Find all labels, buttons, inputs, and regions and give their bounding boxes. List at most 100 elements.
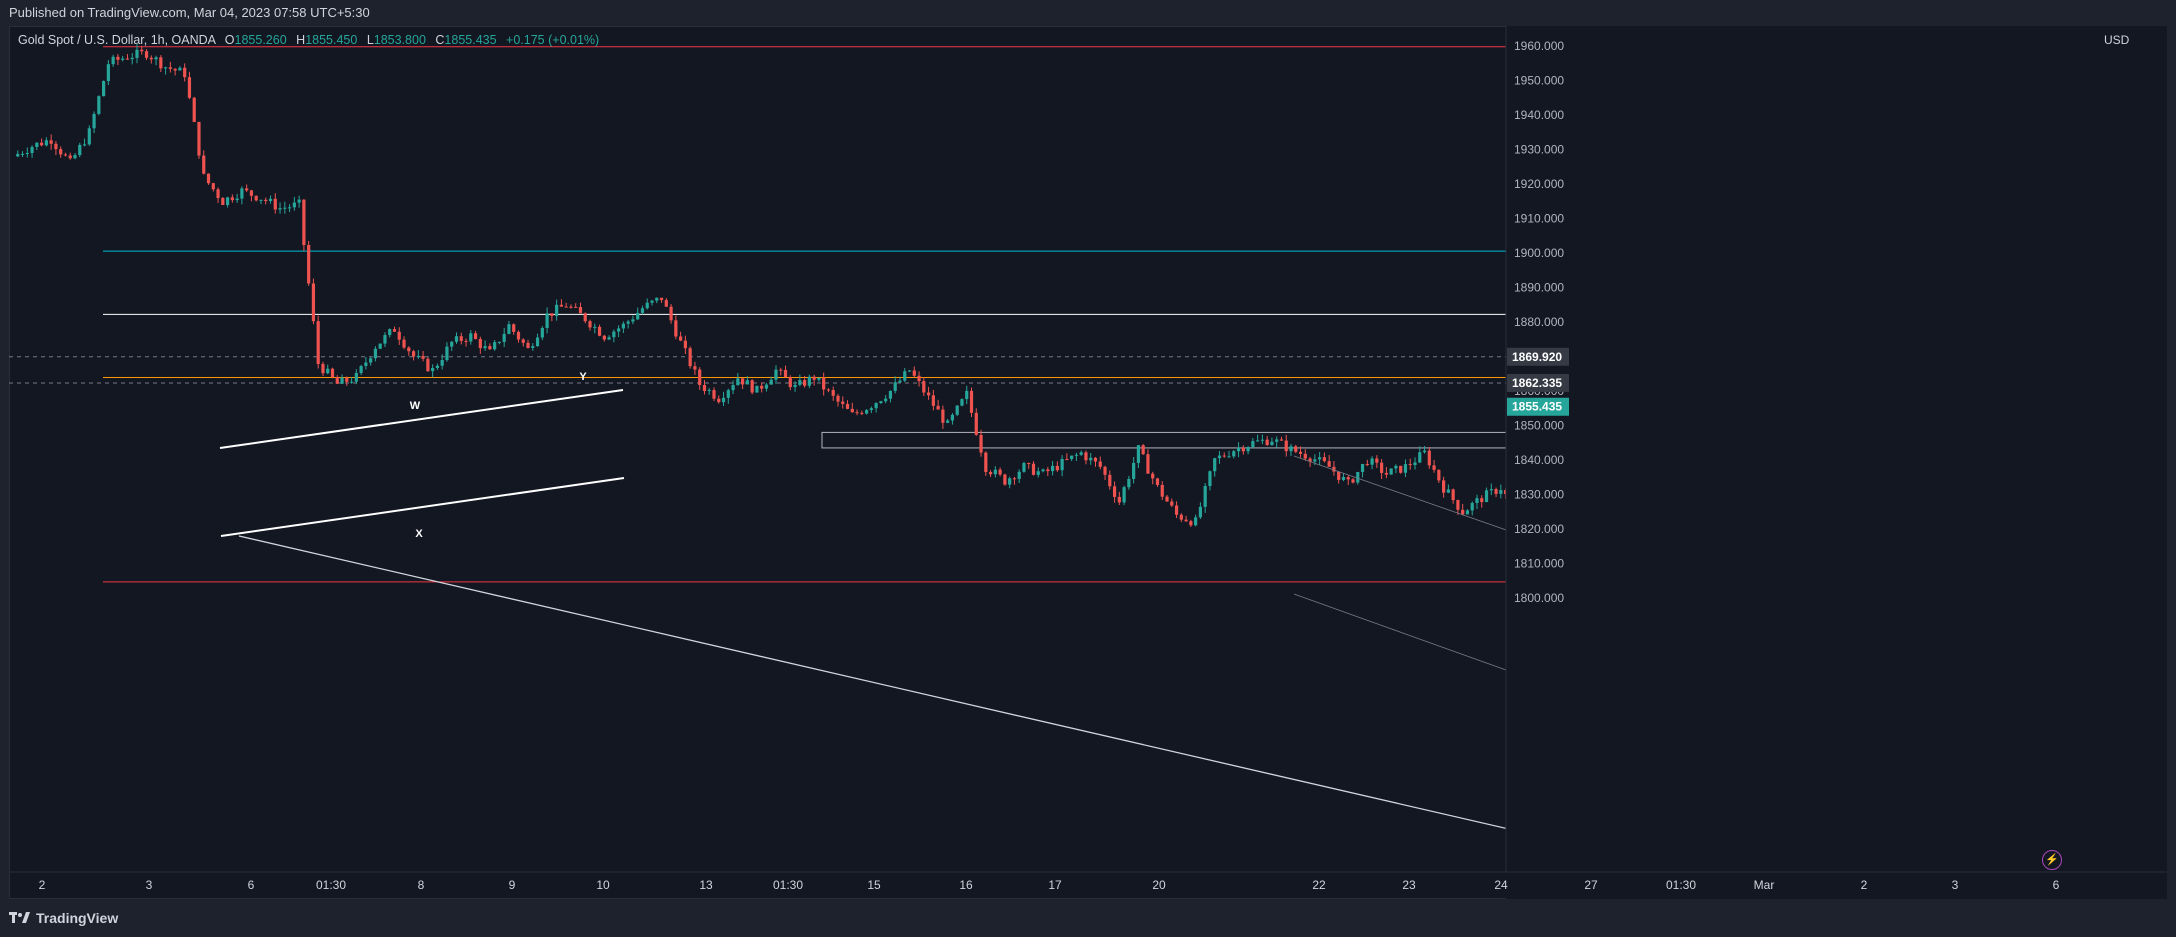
candle-up xyxy=(445,346,449,361)
candle-down xyxy=(1284,440,1288,452)
candle-down xyxy=(249,190,254,196)
candle-down xyxy=(688,348,692,367)
candle-down xyxy=(402,339,406,348)
x-tick-label: 01:30 xyxy=(1666,878,1696,892)
y-tick-label: 1820.000 xyxy=(1514,522,1564,536)
candle-down xyxy=(464,340,468,342)
candle-up xyxy=(1079,452,1083,455)
candle-up xyxy=(907,370,912,372)
candle-up xyxy=(1203,485,1207,507)
candle-down xyxy=(1337,471,1341,480)
candle-down xyxy=(1365,464,1369,466)
candle-down xyxy=(931,395,935,406)
candle-down xyxy=(1432,465,1436,470)
candle-down xyxy=(1456,500,1460,510)
candle-up xyxy=(1475,498,1479,503)
candle-up xyxy=(78,144,82,156)
candle-up xyxy=(607,337,611,340)
candle-down xyxy=(936,405,940,410)
x-tick-label: 13 xyxy=(699,878,713,892)
candle-up xyxy=(326,368,330,374)
candle-up xyxy=(287,207,292,209)
candlestick-chart[interactable]: 1(1959.770)0.618(1900.528)0.5(1882.228)0… xyxy=(9,26,2167,899)
candle-down xyxy=(49,140,53,144)
x-tick-label: 9 xyxy=(509,878,516,892)
candle-down xyxy=(659,297,664,301)
candle-up xyxy=(721,397,726,403)
candle-down xyxy=(311,283,316,322)
candle-down xyxy=(516,331,521,340)
candle-up xyxy=(874,403,878,409)
candle-up xyxy=(16,153,20,157)
candle-down xyxy=(1084,452,1088,461)
candle-down xyxy=(1399,465,1403,473)
candle-up xyxy=(373,348,378,359)
candle-up xyxy=(707,390,711,392)
candle-down xyxy=(702,384,707,391)
candle-down xyxy=(1151,473,1155,479)
candle-down xyxy=(779,369,783,371)
candle-up xyxy=(655,297,659,301)
candle-down xyxy=(717,398,721,403)
candle-down xyxy=(750,380,754,393)
x-tick-label: 16 xyxy=(959,878,973,892)
candle-up xyxy=(1127,478,1131,488)
candle-up xyxy=(1260,439,1264,441)
candle-up xyxy=(235,198,239,201)
candle-up xyxy=(1446,489,1450,493)
candle-down xyxy=(1384,472,1388,475)
candle-down xyxy=(550,313,554,316)
x-tick-label: 2 xyxy=(1861,878,1868,892)
candle-down xyxy=(206,173,211,184)
candle-up xyxy=(888,390,893,399)
channel-lower-line[interactable] xyxy=(220,477,625,537)
y-tick-label: 1840.000 xyxy=(1514,453,1564,467)
candle-down xyxy=(40,142,44,146)
x-tick-label: 3 xyxy=(146,878,153,892)
candle-down xyxy=(674,320,678,337)
candle-down xyxy=(1189,521,1193,526)
candle-up xyxy=(364,362,368,367)
long-trendline[interactable] xyxy=(238,535,1696,873)
lightning-icon[interactable]: ⚡ xyxy=(2042,850,2062,870)
low-value: 1853.800 xyxy=(373,33,426,47)
candle-down xyxy=(578,307,583,314)
open-label: O xyxy=(224,33,235,47)
price-tag-bg xyxy=(1507,347,1569,366)
candle-up xyxy=(764,384,769,389)
candle-up xyxy=(383,335,387,344)
candle-down xyxy=(1351,479,1355,483)
x-tick-label: 22 xyxy=(1312,878,1326,892)
candle-down xyxy=(473,333,478,339)
candle-up xyxy=(1036,471,1040,475)
candle-up xyxy=(993,469,997,475)
candle-up xyxy=(1041,469,1045,472)
x-tick-label: 15 xyxy=(867,878,881,892)
candle-down xyxy=(1298,451,1303,454)
channel-upper-line[interactable] xyxy=(219,389,624,449)
candle-up xyxy=(135,49,139,58)
candle-down xyxy=(521,339,525,343)
price-axis[interactable]: 1800.000 1810.000 1820.000 1830.000 1840.000… xyxy=(1505,26,2167,899)
candle-up xyxy=(531,346,535,348)
candle-down xyxy=(245,188,249,191)
time-axis[interactable]: 2 3 6 01:30 8 9 10 13 01:30 15 16 17 20 22 23 24 27 01:30… xyxy=(9,871,2167,892)
candle-up xyxy=(1050,465,1055,472)
candle-down xyxy=(574,306,578,308)
candle-up xyxy=(1484,490,1489,503)
candle-down xyxy=(1437,469,1441,481)
candle-down xyxy=(202,155,206,174)
close-value: 1855.435 xyxy=(444,33,497,47)
candle-down xyxy=(1031,463,1036,475)
candle-down xyxy=(1108,474,1112,487)
candle-up xyxy=(621,323,625,329)
candle-down xyxy=(1141,445,1145,455)
footer-brand[interactable]: TradingView xyxy=(9,905,118,931)
candle-up xyxy=(636,312,640,320)
candle-up xyxy=(745,380,749,385)
candle-down xyxy=(116,56,120,60)
candle-down xyxy=(1065,458,1069,460)
candle-up xyxy=(369,358,373,363)
candle-up xyxy=(617,328,621,332)
candle-up xyxy=(879,401,883,404)
